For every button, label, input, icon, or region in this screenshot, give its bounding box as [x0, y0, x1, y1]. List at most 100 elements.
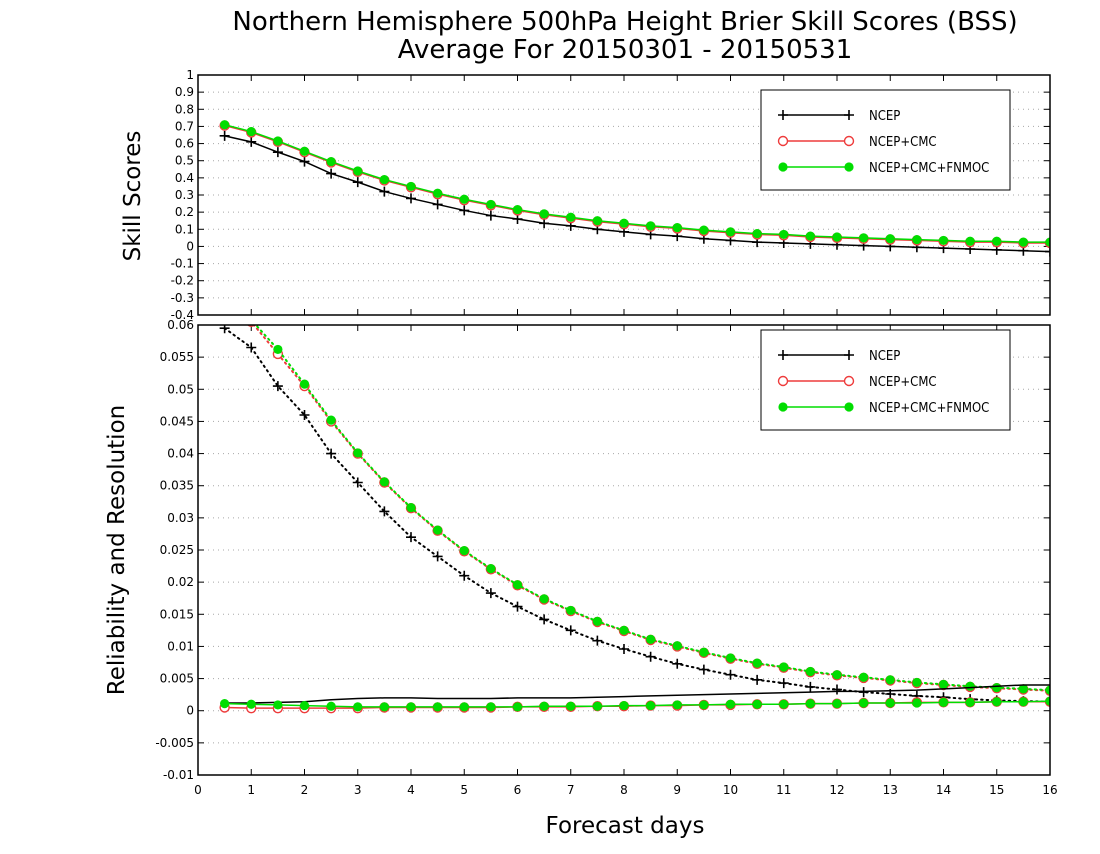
bottom-panel-y-tick-label: -0.005: [155, 736, 194, 750]
bottom-panel-series-ncep-resolution-point: [725, 669, 736, 680]
top-panel-y-tick-label: 0: [186, 239, 194, 253]
bottom-panel-series-ncep-cmc-fnmoc-resolution-point: [247, 315, 256, 324]
bottom-panel-series-ncep-cmc-fnmoc-reliability-point: [965, 697, 975, 707]
bottom-panel-series-ncep-cmc-fnmoc-resolution-point: [619, 625, 629, 635]
x-tick-label: 4: [407, 783, 415, 797]
bottom-panel-y-axis-label: Reliability and Resolution: [104, 405, 130, 695]
bottom-panel-series-ncep-cmc-fnmoc-resolution-point: [379, 477, 389, 487]
top-panel-series-ncep-point: [1045, 246, 1050, 257]
top-panel-series-ncep-cmc-fnmoc-point: [220, 120, 230, 130]
bottom-panel-series-ncep-resolution-point: [592, 635, 603, 646]
bottom-panel-series-ncep-cmc-fnmoc-reliability-point: [220, 699, 230, 709]
bottom-panel-series-ncep-cmc-fnmoc-resolution-point: [965, 681, 975, 691]
top-panel-y-tick-label: 0.9: [175, 85, 194, 99]
bottom-panel-y-tick-label: 0.055: [160, 350, 194, 364]
bottom-legend-label: NCEP+CMC: [869, 375, 937, 390]
bottom-panel-series-ncep-cmc-fnmoc-reliability-point: [646, 700, 656, 711]
top-panel-series-ncep-cmc-fnmoc-point: [672, 222, 682, 233]
top-panel-series-ncep-cmc-fnmoc-point: [379, 174, 389, 185]
bottom-legend-marker: [778, 350, 788, 360]
bottom-panel-series-ncep-resolution-point: [805, 681, 816, 692]
top-panel-y-tick-label: 0.6: [175, 137, 194, 151]
x-tick-label: 15: [989, 783, 1004, 797]
top-legend-marker: [778, 162, 788, 172]
x-tick-label: 9: [673, 783, 681, 797]
top-panel-series-ncep-cmc-fnmoc-point: [459, 194, 469, 204]
x-tick-label: 7: [567, 783, 575, 797]
bottom-panel-series-ncep-cmc-fnmoc-reliability-point: [406, 702, 416, 712]
x-tick-label: 10: [723, 783, 738, 797]
top-panel-series-ncep-point: [432, 199, 443, 210]
bottom-panel-series-ncep-cmc-fnmoc-resolution-point: [992, 682, 1002, 693]
bottom-panel-series-ncep-cmc-fnmoc-reliability-point: [539, 701, 549, 711]
bottom-panel-series-group: [219, 315, 1050, 714]
top-panel-series-ncep-cmc-fnmoc-point: [779, 229, 789, 240]
bottom-panel-series-ncep-cmc-fnmoc-resolution-point: [725, 653, 736, 663]
bottom-panel-series-ncep-cmc-fnmoc-resolution-point: [885, 675, 895, 685]
x-tick-label: 13: [883, 783, 898, 797]
bottom-panel-series-ncep-resolution-point: [485, 588, 496, 599]
bottom-panel-series-ncep-cmc-fnmoc-resolution-point: [592, 616, 602, 626]
bottom-panel-series-ncep-cmc-fnmoc-reliability-point: [672, 700, 682, 710]
bottom-legend-marker: [844, 350, 854, 360]
bottom-panel-series-ncep-cmc-fnmoc-reliability-point: [992, 697, 1002, 707]
bottom-panel-series-ncep-cmc-fnmoc-reliability-point: [1018, 697, 1028, 707]
top-panel-series-ncep-cmc-fnmoc-point: [433, 188, 443, 198]
bottom-panel-y-tick-label: 0.025: [160, 543, 194, 557]
top-legend-label: NCEP+CMC: [869, 135, 937, 150]
bottom-panel-series-ncep-cmc-fnmoc-resolution-point: [699, 647, 709, 657]
top-panel-series-ncep-point: [246, 136, 257, 147]
bottom-panel-y-tick-label: 0.03: [167, 511, 194, 525]
top-panel-y-tick-label: -0.3: [171, 291, 194, 305]
bottom-panel-series-ncep-cmc-fnmoc-reliability-point: [752, 699, 762, 709]
x-tick-label: 3: [354, 783, 362, 797]
bottom-panel-series-ncep-resolution-point: [379, 506, 390, 517]
bottom-panel-y-tick-label: 0.04: [167, 447, 194, 461]
bottom-panel-frame: [197, 324, 1051, 776]
bottom-panel-series-ncep-cmc-fnmoc-resolution-point: [353, 448, 363, 458]
bottom-panel-y-tick-label: 0.06: [167, 318, 194, 332]
bottom-panel-series-ncep-resolution-point: [752, 674, 763, 685]
top-panel-series-ncep-cmc-fnmoc-point: [938, 235, 949, 246]
x-tick-label: 14: [936, 783, 951, 797]
top-panel-y-axis-label: Skill Scores: [120, 131, 146, 262]
bottom-panel-series-ncep-cmc-fnmoc-reliability-point: [566, 701, 576, 711]
bottom-legend-marker: [777, 375, 789, 387]
top-panel-series-ncep-point: [485, 210, 496, 221]
bottom-panel-series-ncep-cmc-fnmoc-resolution-point: [805, 666, 815, 677]
x-tick-label: 6: [514, 783, 522, 797]
bottom-panel-series-ncep-cmc-fnmoc-resolution-point: [459, 546, 469, 556]
bottom-panel-legend-box: [760, 329, 1011, 431]
top-panel-series-ncep-point: [272, 147, 283, 158]
bottom-panel-series-ncep-cmc-fnmoc-reliability-point: [885, 698, 895, 708]
bottom-panel-series-ncep-cmc-fnmoc-resolution-point: [273, 344, 283, 355]
bottom-panel-series-ncep-cmc-fnmoc-resolution-point: [512, 580, 523, 590]
bottom-panel-series-ncep-cmc-fnmoc-reliability-point: [353, 702, 363, 712]
bottom-panel-y-tick-label: 0.045: [160, 414, 194, 428]
top-panel-y-tick-label: -0.2: [171, 274, 194, 288]
bottom-panel-series-ncep-cmc-fnmoc-resolution-point: [832, 670, 842, 680]
bottom-panel-y-tick-label: -0.01: [163, 768, 194, 782]
top-panel-series-ncep-cmc-fnmoc-point: [326, 156, 336, 167]
top-panel-series-ncep-cmc-fnmoc-point: [486, 199, 496, 210]
bottom-panel-series-ncep-resolution-point: [326, 448, 337, 459]
bottom-panel-series-ncep-cmc-fnmoc-resolution-line: [254, 325, 1050, 692]
top-panel-series-ncep-cmc-fnmoc-point: [912, 234, 922, 245]
top-panel-series-ncep-cmc-fnmoc-point: [832, 232, 842, 242]
top-legend-marker: [844, 110, 854, 120]
bottom-panel-series-ncep-cmc-fnmoc-reliability-point: [805, 699, 815, 709]
top-panel-series-ncep-cmc-fnmoc-point: [539, 209, 549, 219]
bottom-panel-series-ncep-cmc-fnmoc-resolution-point: [1018, 684, 1028, 694]
x-tick-label: 0: [194, 783, 202, 797]
top-panel-series-ncep-point: [512, 214, 523, 224]
bottom-panel-series-ncep-resolution-point: [672, 658, 683, 669]
top-panel-series-group: [219, 120, 1050, 257]
top-panel-series-ncep-cmc-fnmoc-point: [592, 216, 602, 226]
bottom-panel-series-ncep-cmc-fnmoc-resolution-point: [912, 677, 922, 688]
top-panel-series-ncep-cmc-fnmoc-point: [992, 236, 1002, 246]
top-panel-series-ncep-cmc-fnmoc-point: [1045, 237, 1050, 247]
bottom-panel-y-tick-label: 0.035: [160, 479, 194, 493]
bottom-legend-marker: [844, 402, 854, 412]
bottom-panel-series-ncep-reliability-line: [224, 684, 1050, 704]
top-panel-series-ncep-cmc-fnmoc-point: [859, 233, 869, 243]
